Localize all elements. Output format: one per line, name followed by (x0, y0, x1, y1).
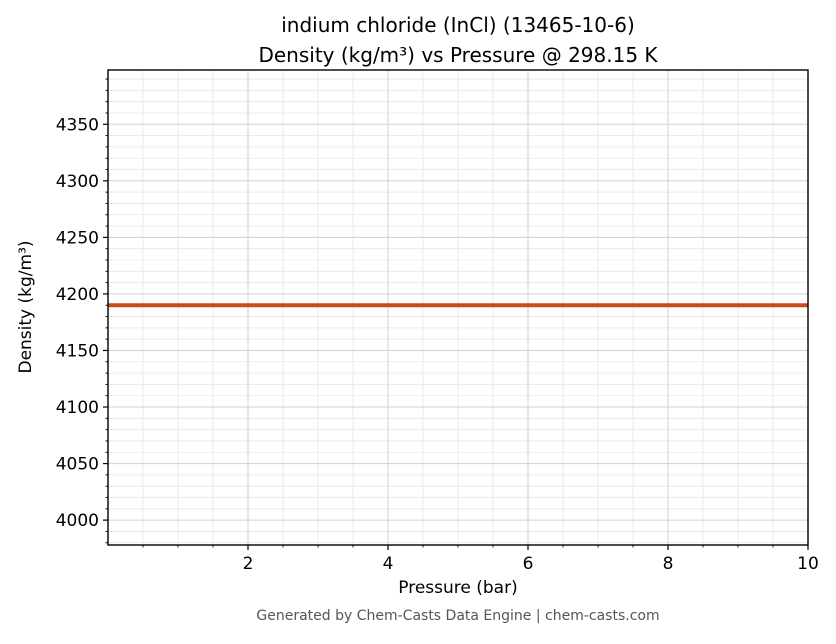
tick-labels: 2 4 6 8 10 4000 4050 4100 4150 4200 4250 4300 4350 (56, 115, 819, 574)
x-tick-label: 6 (523, 554, 534, 574)
axis-minor-ticks (105, 78, 774, 548)
chart-title-line2: Density (kg/m³) vs Pressure @ 298.15 K (258, 43, 658, 67)
x-tick-label: 2 (243, 554, 254, 574)
minor-gridlines (108, 70, 808, 545)
y-tick-label: 4200 (56, 285, 99, 305)
footer-watermark: Generated by Chem-Casts Data Engine | ch… (256, 608, 660, 624)
y-tick-label: 4050 (56, 455, 99, 475)
x-tick-label: 10 (797, 554, 819, 574)
y-tick-label: 4250 (56, 228, 99, 248)
chart-title: indium chloride (InCl) (13465-10-6) Dens… (108, 10, 808, 70)
x-axis-label: Pressure (bar) (398, 578, 518, 598)
axis-ticks (103, 123, 809, 550)
y-tick-label: 4300 (56, 172, 99, 192)
x-tick-label: 4 (383, 554, 394, 574)
x-tick-label: 8 (663, 554, 674, 574)
y-tick-label: 4100 (56, 398, 99, 418)
y-tick-label: 4350 (56, 115, 99, 135)
y-axis-label: Density (kg/m³) (16, 240, 36, 374)
y-tick-label: 4150 (56, 341, 99, 361)
y-tick-label: 4000 (56, 511, 99, 531)
chart-title-line1: indium chloride (InCl) (13465-10-6) (281, 13, 635, 37)
